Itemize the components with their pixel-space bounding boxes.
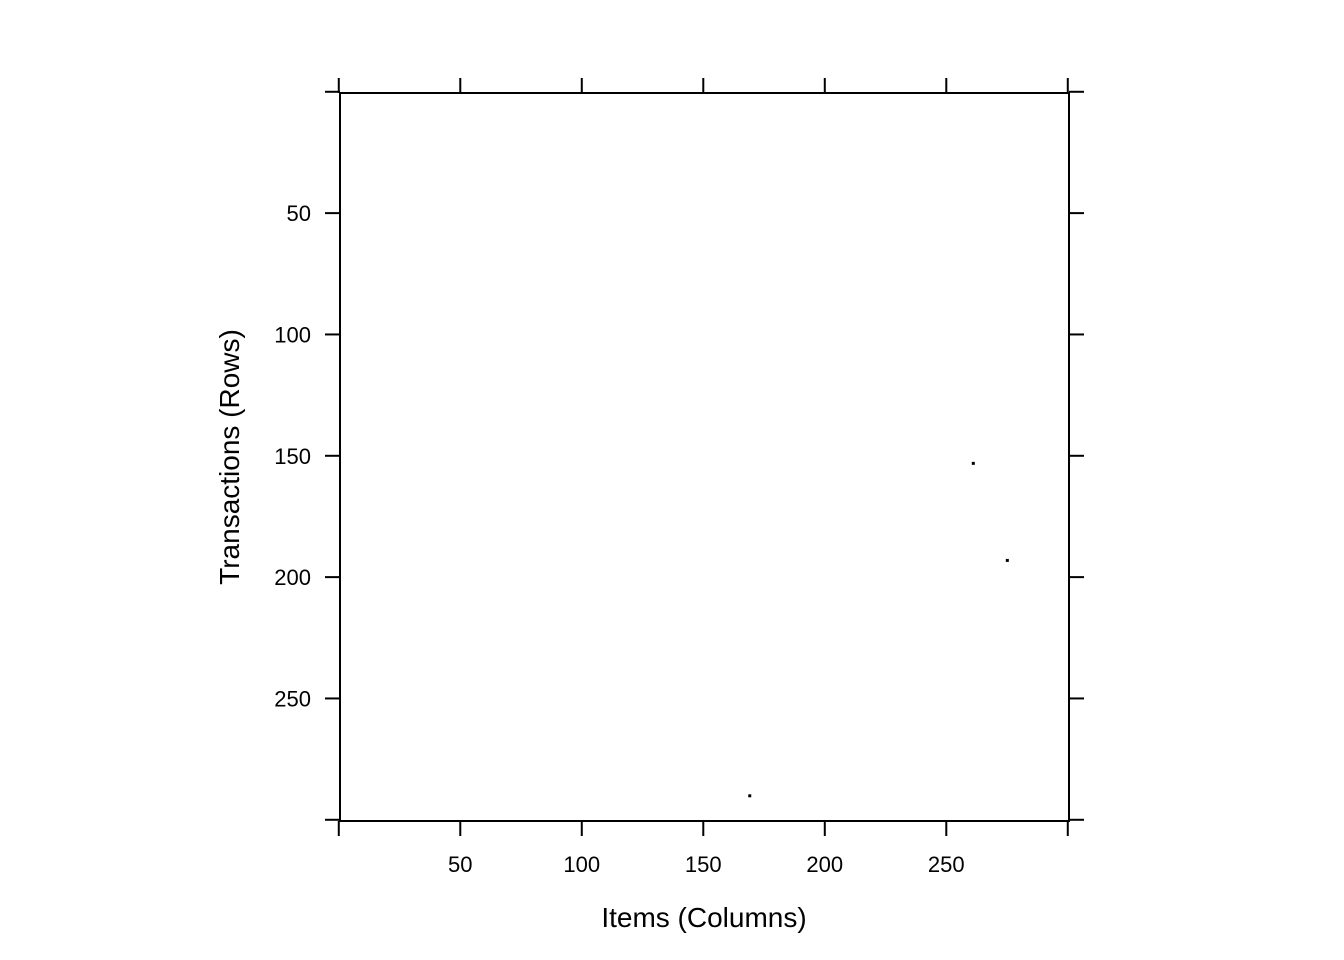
- x-tick-label: 150: [685, 852, 722, 877]
- y-ticks-right: [1069, 90, 1084, 821]
- x-tick-label: 200: [806, 852, 843, 877]
- y-tick-labels: 50 100 150 200 250: [274, 201, 311, 711]
- y-tick-label: 100: [274, 322, 311, 347]
- y-ticks-left: [325, 90, 340, 821]
- data-point: [971, 461, 975, 465]
- x-tick-label: 100: [563, 852, 600, 877]
- x-tick-label: 50: [448, 852, 472, 877]
- data-point: [1005, 558, 1009, 562]
- y-tick-label: 50: [287, 201, 311, 226]
- x-tick-label: 250: [928, 852, 965, 877]
- plot-panel: [339, 92, 1070, 822]
- y-tick-label: 150: [274, 444, 311, 469]
- x-ticks-bottom: [337, 821, 1069, 836]
- y-axis-title: Transactions (Rows): [214, 329, 245, 585]
- data-point: [748, 794, 752, 798]
- x-ticks-top: [337, 78, 1069, 93]
- x-tick-labels: 50 100 150 200 250: [448, 852, 965, 877]
- y-tick-label: 250: [274, 686, 311, 711]
- data-points: [748, 461, 1009, 798]
- x-axis-title: Items (Columns): [601, 902, 806, 933]
- y-tick-label: 200: [274, 565, 311, 590]
